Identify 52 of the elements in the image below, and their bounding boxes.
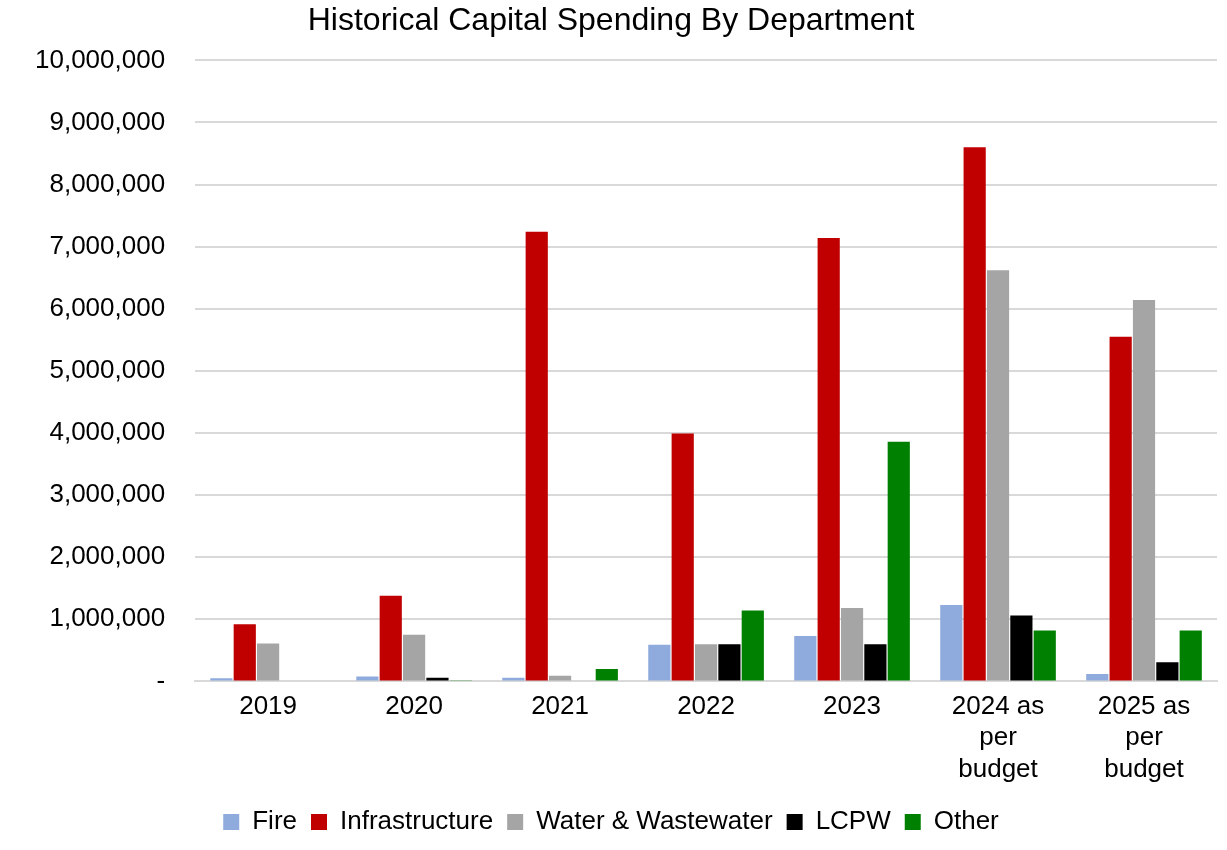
bar: [595, 668, 618, 681]
bar: [741, 610, 764, 681]
bar: [210, 678, 233, 681]
legend-label: Infrastructure: [340, 805, 494, 836]
y-tick-label: 6,000,000: [49, 291, 166, 322]
bar: [887, 441, 910, 681]
bar: [356, 676, 379, 681]
bar: [1010, 615, 1033, 681]
x-tick-label: 2024 as per budget: [951, 690, 1045, 783]
bar: [940, 605, 963, 681]
y-tick-label: 5,000,000: [49, 354, 166, 385]
y-tick-label: 4,000,000: [49, 416, 166, 447]
x-tick-label: 2022: [677, 690, 735, 721]
bar: [1132, 300, 1156, 681]
bar: [403, 634, 426, 681]
bar: [963, 147, 986, 681]
y-tick-label: 8,000,000: [49, 167, 166, 198]
bar: [986, 270, 1010, 681]
x-tick-label: 2019: [239, 690, 298, 721]
bar: [694, 644, 718, 681]
bar: [233, 624, 256, 681]
y-tick-label: 1,000,000: [49, 602, 166, 633]
bar: [379, 595, 402, 681]
bar: [817, 238, 840, 681]
bar: [257, 643, 280, 681]
bar: [671, 433, 694, 681]
bar: [648, 644, 671, 681]
y-tick-label: -: [156, 664, 166, 695]
bar: [525, 231, 548, 681]
bar: [1156, 662, 1179, 681]
x-tick-label: 2023: [823, 690, 881, 721]
bar: [1033, 630, 1056, 681]
bar: [718, 644, 741, 681]
legend-label: LCPW: [815, 805, 892, 836]
legend-label: Water & Wastewater: [536, 805, 773, 836]
bar: [864, 644, 887, 681]
legend-label: Other: [933, 805, 1000, 836]
y-tick-label: 10,000,000: [34, 43, 166, 74]
bar: [1109, 336, 1132, 681]
bar: [1179, 630, 1202, 681]
y-tick-label: 7,000,000: [49, 229, 166, 260]
legend-label: Fire: [252, 805, 298, 836]
chart-title: Historical Capital Spending By Department: [307, 1, 915, 38]
bar: [794, 636, 817, 681]
y-tick-label: 3,000,000: [49, 478, 166, 509]
bar: [1086, 673, 1109, 681]
x-tick-label: 2025 as per budget: [1097, 690, 1191, 783]
x-tick-label: 2021: [531, 690, 589, 721]
bar: [840, 608, 864, 681]
x-tick-label: 2020: [385, 690, 444, 721]
y-tick-label: 9,000,000: [49, 105, 166, 136]
y-tick-label: 2,000,000: [49, 540, 166, 571]
